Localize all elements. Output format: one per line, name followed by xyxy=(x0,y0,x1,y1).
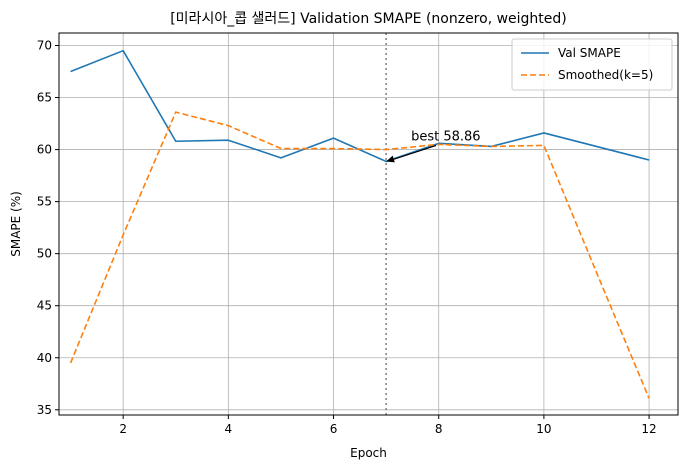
y-tick-label-65: 65 xyxy=(37,91,52,105)
series xyxy=(69,49,650,399)
ticks: 2 4 6 8 10 12 35 40 45 50 55 60 65 70 xyxy=(37,38,657,436)
annotation-arrow-head xyxy=(386,155,395,163)
y-tick-label-55: 55 xyxy=(37,195,52,209)
x-axis-label: Epoch xyxy=(350,446,387,460)
legend-label-smoothed: Smoothed(k=5) xyxy=(558,68,653,82)
chart-title: [미라시아_콥 샐러드] Validation SMAPE (nonzero, … xyxy=(170,11,567,27)
x-tick-label-6: 6 xyxy=(330,422,338,436)
series-line-1 xyxy=(69,111,650,399)
x-tick-label-8: 8 xyxy=(435,422,443,436)
plot-frame xyxy=(58,32,679,416)
y-tick-label-40: 40 xyxy=(37,351,52,365)
x-tick-label-4: 4 xyxy=(225,422,233,436)
legend-box xyxy=(511,38,673,91)
x-tick-label-12: 12 xyxy=(641,422,656,436)
x-tick-label-10: 10 xyxy=(536,422,551,436)
y-tick-label-50: 50 xyxy=(37,247,52,261)
best-annotation-label: best 58.86 xyxy=(411,129,480,144)
y-tick-label-70: 70 xyxy=(37,38,52,52)
y-tick-label-60: 60 xyxy=(37,143,52,157)
y-tick-label-45: 45 xyxy=(37,299,52,313)
annotation-arrow-shaft xyxy=(389,144,437,162)
legend-label-val-smape: Val SMAPE xyxy=(558,46,621,60)
legend: Val SMAPE Smoothed(k=5) xyxy=(511,38,673,91)
y-axis-label: SMAPE (%) xyxy=(9,191,23,257)
annotation: best 58.86 xyxy=(386,129,481,163)
y-tick-label-35: 35 xyxy=(37,403,52,417)
x-tick-label-2: 2 xyxy=(119,422,127,436)
